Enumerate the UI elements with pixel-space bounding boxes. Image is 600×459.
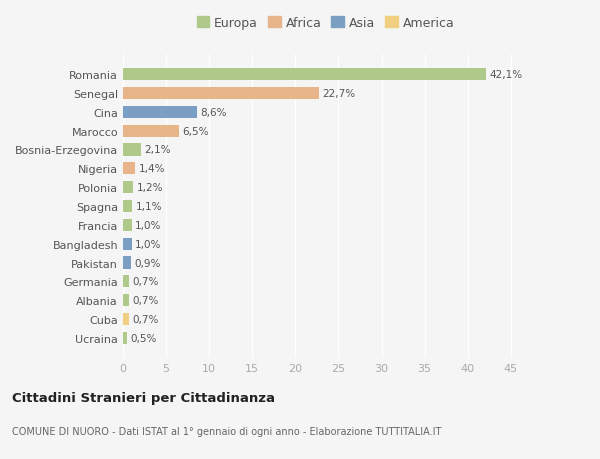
- Text: 42,1%: 42,1%: [489, 70, 523, 80]
- Text: 1,0%: 1,0%: [135, 239, 161, 249]
- Text: 1,1%: 1,1%: [136, 202, 163, 212]
- Text: 1,2%: 1,2%: [137, 183, 163, 193]
- Bar: [123, 125, 179, 137]
- Bar: [123, 144, 141, 156]
- Text: 0,7%: 0,7%: [133, 296, 159, 306]
- Text: 1,0%: 1,0%: [135, 220, 161, 230]
- Bar: [123, 182, 133, 194]
- Bar: [123, 238, 131, 250]
- Bar: [123, 201, 133, 213]
- Legend: Europa, Africa, Asia, America: Europa, Africa, Asia, America: [194, 14, 457, 32]
- Text: Cittadini Stranieri per Cittadinanza: Cittadini Stranieri per Cittadinanza: [12, 392, 275, 405]
- Bar: [123, 69, 486, 81]
- Bar: [123, 294, 129, 307]
- Bar: [123, 332, 127, 344]
- Bar: [123, 163, 135, 175]
- Text: 0,7%: 0,7%: [133, 314, 159, 325]
- Bar: [123, 276, 129, 288]
- Text: COMUNE DI NUORO - Dati ISTAT al 1° gennaio di ogni anno - Elaborazione TUTTITALI: COMUNE DI NUORO - Dati ISTAT al 1° genna…: [12, 426, 442, 436]
- Text: 0,9%: 0,9%: [134, 258, 161, 268]
- Text: 0,7%: 0,7%: [133, 277, 159, 287]
- Bar: [123, 313, 129, 325]
- Text: 2,1%: 2,1%: [145, 145, 171, 155]
- Text: 8,6%: 8,6%: [200, 107, 227, 118]
- Text: 22,7%: 22,7%: [322, 89, 355, 99]
- Bar: [123, 88, 319, 100]
- Bar: [123, 257, 131, 269]
- Text: 1,4%: 1,4%: [139, 164, 165, 174]
- Text: 0,5%: 0,5%: [131, 333, 157, 343]
- Bar: [123, 106, 197, 119]
- Text: 6,5%: 6,5%: [182, 126, 209, 136]
- Bar: [123, 219, 131, 231]
